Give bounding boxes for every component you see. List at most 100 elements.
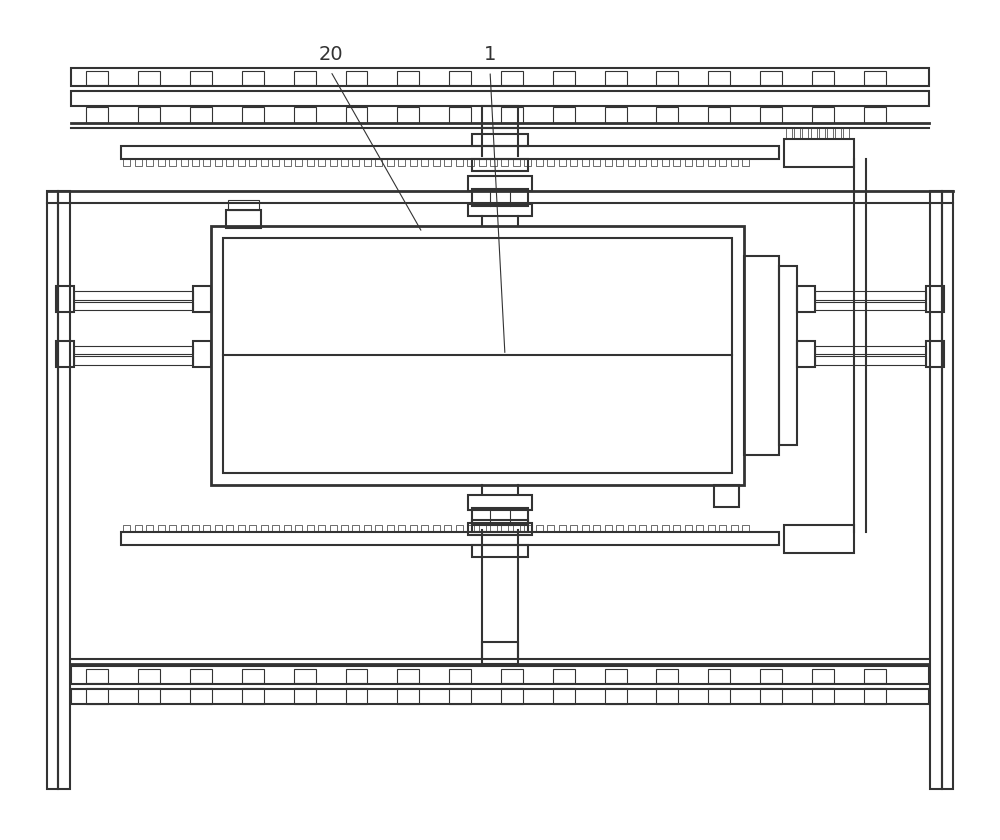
Bar xyxy=(190,669,212,683)
Bar xyxy=(731,525,738,532)
Bar xyxy=(501,669,523,683)
Bar xyxy=(449,107,471,123)
Bar xyxy=(570,525,577,532)
Bar xyxy=(242,688,264,704)
Bar xyxy=(346,669,367,683)
Bar xyxy=(662,525,669,532)
Bar xyxy=(605,525,612,532)
Bar xyxy=(284,525,291,532)
Bar xyxy=(421,525,428,532)
Bar xyxy=(524,525,531,532)
Bar xyxy=(410,525,417,532)
Bar xyxy=(553,71,575,85)
Bar xyxy=(249,525,256,532)
Bar xyxy=(158,159,165,165)
Bar xyxy=(294,107,316,123)
Bar xyxy=(685,525,692,532)
Bar xyxy=(673,525,680,532)
Bar xyxy=(482,106,518,128)
Bar xyxy=(135,159,142,165)
Bar xyxy=(397,71,419,85)
Bar xyxy=(203,525,210,532)
Bar xyxy=(272,159,279,165)
Bar xyxy=(864,71,886,85)
Bar xyxy=(146,159,153,165)
Bar xyxy=(797,341,815,367)
Bar xyxy=(193,341,211,367)
Bar xyxy=(472,159,528,171)
Bar xyxy=(479,159,486,165)
Bar xyxy=(352,525,359,532)
Bar xyxy=(472,507,528,525)
Bar xyxy=(449,669,471,683)
Bar xyxy=(797,286,815,312)
Bar xyxy=(760,107,782,123)
Bar xyxy=(397,669,419,683)
Bar xyxy=(864,669,886,683)
Bar xyxy=(135,525,142,532)
Bar xyxy=(708,71,730,85)
Bar xyxy=(193,286,211,312)
Bar xyxy=(249,159,256,165)
Bar xyxy=(651,159,657,165)
Bar xyxy=(628,159,635,165)
Bar xyxy=(547,525,554,532)
Bar xyxy=(639,159,646,165)
Bar xyxy=(138,107,160,123)
Bar xyxy=(181,525,188,532)
Bar xyxy=(433,525,440,532)
Bar xyxy=(284,159,291,165)
Bar xyxy=(786,127,792,139)
Bar xyxy=(501,107,523,123)
Bar xyxy=(238,159,245,165)
Bar xyxy=(479,525,486,532)
Bar xyxy=(346,688,367,704)
Bar xyxy=(553,688,575,704)
Bar xyxy=(742,159,749,165)
Bar xyxy=(536,159,543,165)
Bar xyxy=(696,525,703,532)
Bar xyxy=(468,176,532,191)
Bar xyxy=(605,688,627,704)
Bar xyxy=(513,525,520,532)
Bar xyxy=(605,107,627,123)
Bar xyxy=(397,107,419,123)
Bar xyxy=(387,525,394,532)
Bar xyxy=(472,189,528,206)
Bar xyxy=(719,525,726,532)
Bar xyxy=(71,689,929,704)
Bar xyxy=(719,159,726,165)
Bar xyxy=(639,525,646,532)
Bar xyxy=(553,669,575,683)
Bar xyxy=(490,525,497,532)
Bar xyxy=(656,71,678,85)
Bar xyxy=(482,643,518,664)
Bar xyxy=(146,525,153,532)
Bar xyxy=(397,688,419,704)
Bar xyxy=(662,159,669,165)
Bar xyxy=(815,291,926,300)
Bar xyxy=(708,159,715,165)
Bar xyxy=(490,159,497,165)
Bar xyxy=(346,71,367,85)
Bar xyxy=(169,159,176,165)
Bar xyxy=(71,91,929,106)
Bar xyxy=(398,525,405,532)
Bar xyxy=(444,525,451,532)
Bar xyxy=(71,68,929,87)
Bar xyxy=(819,127,825,139)
Bar xyxy=(387,159,394,165)
Bar xyxy=(553,107,575,123)
Bar xyxy=(58,191,70,789)
Bar xyxy=(524,159,531,165)
Bar xyxy=(433,159,440,165)
Bar xyxy=(123,159,130,165)
Bar xyxy=(190,688,212,704)
Bar xyxy=(352,159,359,165)
Bar xyxy=(121,146,779,159)
Bar xyxy=(56,341,74,367)
Bar xyxy=(346,107,367,123)
Bar xyxy=(593,525,600,532)
Bar xyxy=(449,71,471,85)
Bar xyxy=(468,495,532,510)
